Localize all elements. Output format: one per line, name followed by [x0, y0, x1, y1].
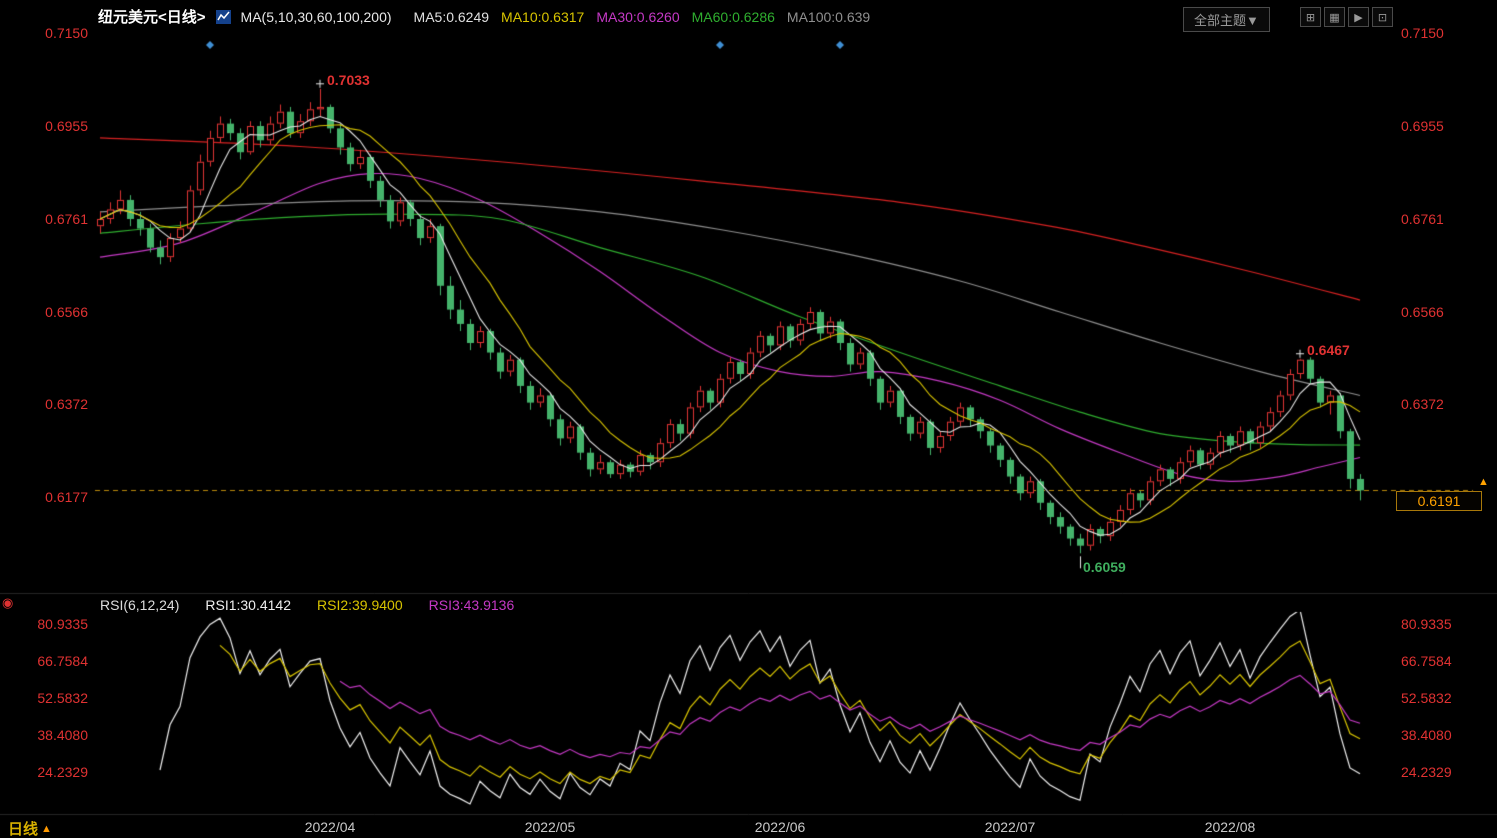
price-annotation: 0.7033 [327, 71, 370, 88]
price-axis-label-right: 0.6566 [1401, 303, 1444, 320]
price-axis-label-left: 0.6761 [45, 210, 88, 227]
theme-selector-button[interactable]: 全部主题▼ [1183, 7, 1270, 32]
price-axis-label-right: 0.6955 [1401, 118, 1444, 134]
price-annotation: 0.6059 [1083, 559, 1126, 576]
rsi-axis-label-right: 52.5832 [1401, 690, 1452, 706]
rsi-axis-label-left: 24.2329 [37, 764, 88, 780]
time-axis-label: 2022/05 [524, 819, 576, 835]
time-axis-label: 2022/04 [304, 819, 356, 835]
last-price-tag: 0.6191 [1396, 491, 1482, 512]
price-axis-label-left: 0.7150 [45, 25, 88, 41]
rsi-axis-label-right: 80.9335 [1401, 616, 1452, 632]
duplicate-window-icon[interactable]: ⊡ [1372, 7, 1393, 27]
chart-header: 纽元美元<日线> MA(5,10,30,60,100,200) MA5:0.62… [98, 6, 870, 27]
time-axis-label: 2022/07 [984, 819, 1036, 835]
rsi-header: RSI(6,12,24) RSI1:30.4142 RSI2:39.9400 R… [100, 597, 514, 613]
rsi-axis-label-right: 24.2329 [1401, 764, 1452, 780]
ma-value-ma10: MA10:0.6317 [501, 8, 585, 25]
ma-value-ma60: MA60:0.6286 [691, 8, 775, 25]
rsi1-value: RSI1:30.4142 [205, 597, 291, 613]
price-axis-label-right: 0.6372 [1401, 396, 1444, 413]
rsi-axis-label-left: 52.5832 [37, 690, 88, 706]
price-axis-label-right: 0.6761 [1401, 210, 1444, 227]
price-axis-label-left: 0.6177 [45, 489, 88, 506]
time-axis-label: 2022/06 [754, 819, 806, 835]
window-toolbar: ⊞ ▦ ▶ ⊡ [1300, 7, 1393, 27]
rsi2-value: RSI2:39.9400 [317, 597, 403, 613]
ma-legend: MA5:0.6249 MA10:0.6317 MA30:0.6260 MA60:0.6… [402, 9, 871, 25]
price-annotation: 0.6467 [1307, 341, 1350, 358]
layout-grid-icon[interactable]: ⊞ [1300, 7, 1321, 27]
price-axis-label-left: 0.6372 [45, 396, 88, 413]
ma-value-ma100: MA100:0.639 [786, 8, 871, 25]
price-axis-label-left: 0.6955 [45, 118, 88, 134]
price-alert-arrow-icon: ▲ [1478, 476, 1489, 489]
time-axis-label: 2022/08 [1204, 819, 1256, 835]
period-selector[interactable]: 日线 ▲ [8, 818, 52, 838]
rsi-axis-label-left: 66.7584 [37, 652, 88, 669]
rsi-axis-label-right: 38.4080 [1401, 727, 1452, 743]
play-icon[interactable]: ▶ [1348, 7, 1369, 27]
rsi-settings-label: RSI(6,12,24) [100, 597, 180, 613]
price-axis-label-right: 0.7150 [1401, 25, 1444, 41]
chart-panel-icon[interactable]: ▦ [1324, 7, 1345, 27]
period-up-arrow-icon: ▲ [41, 822, 52, 835]
rsi-axis-label-left: 38.4080 [37, 727, 88, 743]
rsi-axis-label-left: 80.9335 [37, 616, 88, 632]
chart-type-icon[interactable] [215, 9, 231, 24]
rsi3-value: RSI3:43.9136 [428, 597, 515, 613]
period-label: 日线 [8, 821, 39, 838]
indicator-marker-icon[interactable]: ◉ [2, 595, 14, 610]
ma-settings-label: MA(5,10,30,60,100,200) [240, 8, 392, 25]
ma-value-ma30: MA30:0.6260 [596, 8, 680, 25]
symbol-title: 纽元美元<日线> [98, 9, 206, 26]
rsi-axis-label-right: 66.7584 [1401, 652, 1452, 669]
ma-value-ma5: MA5:0.6249 [413, 8, 490, 25]
price-axis-label-left: 0.6566 [45, 303, 88, 320]
